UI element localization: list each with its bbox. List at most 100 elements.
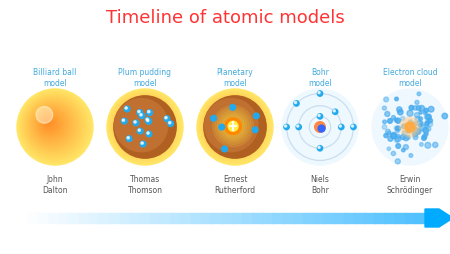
Circle shape <box>217 110 249 142</box>
Circle shape <box>204 96 266 158</box>
Circle shape <box>134 121 136 123</box>
Circle shape <box>218 111 243 137</box>
Circle shape <box>202 94 266 158</box>
Circle shape <box>122 118 127 124</box>
Circle shape <box>405 122 415 132</box>
Circle shape <box>417 92 421 96</box>
Circle shape <box>23 96 84 156</box>
Circle shape <box>405 123 409 128</box>
Circle shape <box>124 107 159 142</box>
Circle shape <box>132 116 147 131</box>
Circle shape <box>404 121 416 133</box>
Circle shape <box>428 118 432 123</box>
Circle shape <box>115 98 171 154</box>
Circle shape <box>252 127 258 133</box>
Circle shape <box>425 142 431 148</box>
Circle shape <box>108 90 181 164</box>
Circle shape <box>127 137 129 139</box>
Bar <box>49 213 60 223</box>
Circle shape <box>284 124 289 130</box>
Circle shape <box>425 120 430 124</box>
Bar <box>201 213 212 223</box>
Circle shape <box>200 92 269 161</box>
Circle shape <box>122 106 161 144</box>
Circle shape <box>228 121 238 131</box>
Bar <box>415 213 426 223</box>
Text: Electron cloud
model: Electron cloud model <box>382 68 437 88</box>
Circle shape <box>208 101 256 149</box>
Circle shape <box>423 111 427 114</box>
Circle shape <box>128 111 153 137</box>
Circle shape <box>417 121 423 126</box>
Bar <box>140 213 151 223</box>
Circle shape <box>382 106 387 110</box>
Circle shape <box>140 114 142 116</box>
Circle shape <box>387 119 392 123</box>
Circle shape <box>402 131 407 135</box>
Circle shape <box>113 96 174 156</box>
Circle shape <box>34 107 69 142</box>
Circle shape <box>22 94 86 158</box>
Bar <box>303 213 314 223</box>
Circle shape <box>392 116 396 120</box>
Circle shape <box>384 97 388 102</box>
Bar <box>242 213 253 223</box>
Circle shape <box>119 102 165 148</box>
Circle shape <box>137 110 143 115</box>
Circle shape <box>124 106 130 112</box>
Circle shape <box>114 97 172 155</box>
Circle shape <box>203 96 264 156</box>
Bar <box>405 213 416 223</box>
Circle shape <box>139 113 145 119</box>
Circle shape <box>351 125 354 127</box>
Circle shape <box>427 121 432 127</box>
Circle shape <box>391 133 396 139</box>
Circle shape <box>209 102 255 148</box>
Circle shape <box>296 124 302 130</box>
Circle shape <box>134 118 144 128</box>
Circle shape <box>400 134 405 139</box>
Circle shape <box>339 125 342 127</box>
Circle shape <box>398 109 403 115</box>
Circle shape <box>402 124 406 129</box>
Bar <box>395 213 405 223</box>
Circle shape <box>145 117 151 123</box>
Circle shape <box>404 136 409 141</box>
Circle shape <box>19 91 90 162</box>
Bar <box>333 213 345 223</box>
Circle shape <box>383 120 387 124</box>
Circle shape <box>416 106 421 110</box>
Bar <box>89 213 100 223</box>
Circle shape <box>396 134 400 139</box>
Bar <box>374 213 385 223</box>
Circle shape <box>122 105 162 145</box>
Circle shape <box>112 94 176 158</box>
Circle shape <box>406 128 411 133</box>
Circle shape <box>20 92 89 161</box>
Circle shape <box>215 108 252 145</box>
Circle shape <box>401 148 405 152</box>
Circle shape <box>220 113 247 140</box>
Circle shape <box>223 117 236 130</box>
Circle shape <box>130 114 150 134</box>
Text: Plum pudding
model: Plum pudding model <box>118 68 171 88</box>
Circle shape <box>115 99 168 152</box>
Circle shape <box>212 106 254 147</box>
Circle shape <box>28 101 76 149</box>
Bar <box>28 213 39 223</box>
Circle shape <box>17 89 93 165</box>
Circle shape <box>141 142 143 144</box>
Text: Planetary
model: Planetary model <box>216 68 253 88</box>
Circle shape <box>36 106 53 123</box>
Circle shape <box>387 131 391 135</box>
Circle shape <box>140 141 146 147</box>
Bar <box>344 213 355 223</box>
Circle shape <box>413 128 416 131</box>
Circle shape <box>225 119 233 127</box>
Circle shape <box>396 118 400 123</box>
Circle shape <box>403 145 409 150</box>
Circle shape <box>205 98 261 154</box>
Circle shape <box>411 122 417 128</box>
Circle shape <box>351 124 356 130</box>
Circle shape <box>35 108 68 141</box>
